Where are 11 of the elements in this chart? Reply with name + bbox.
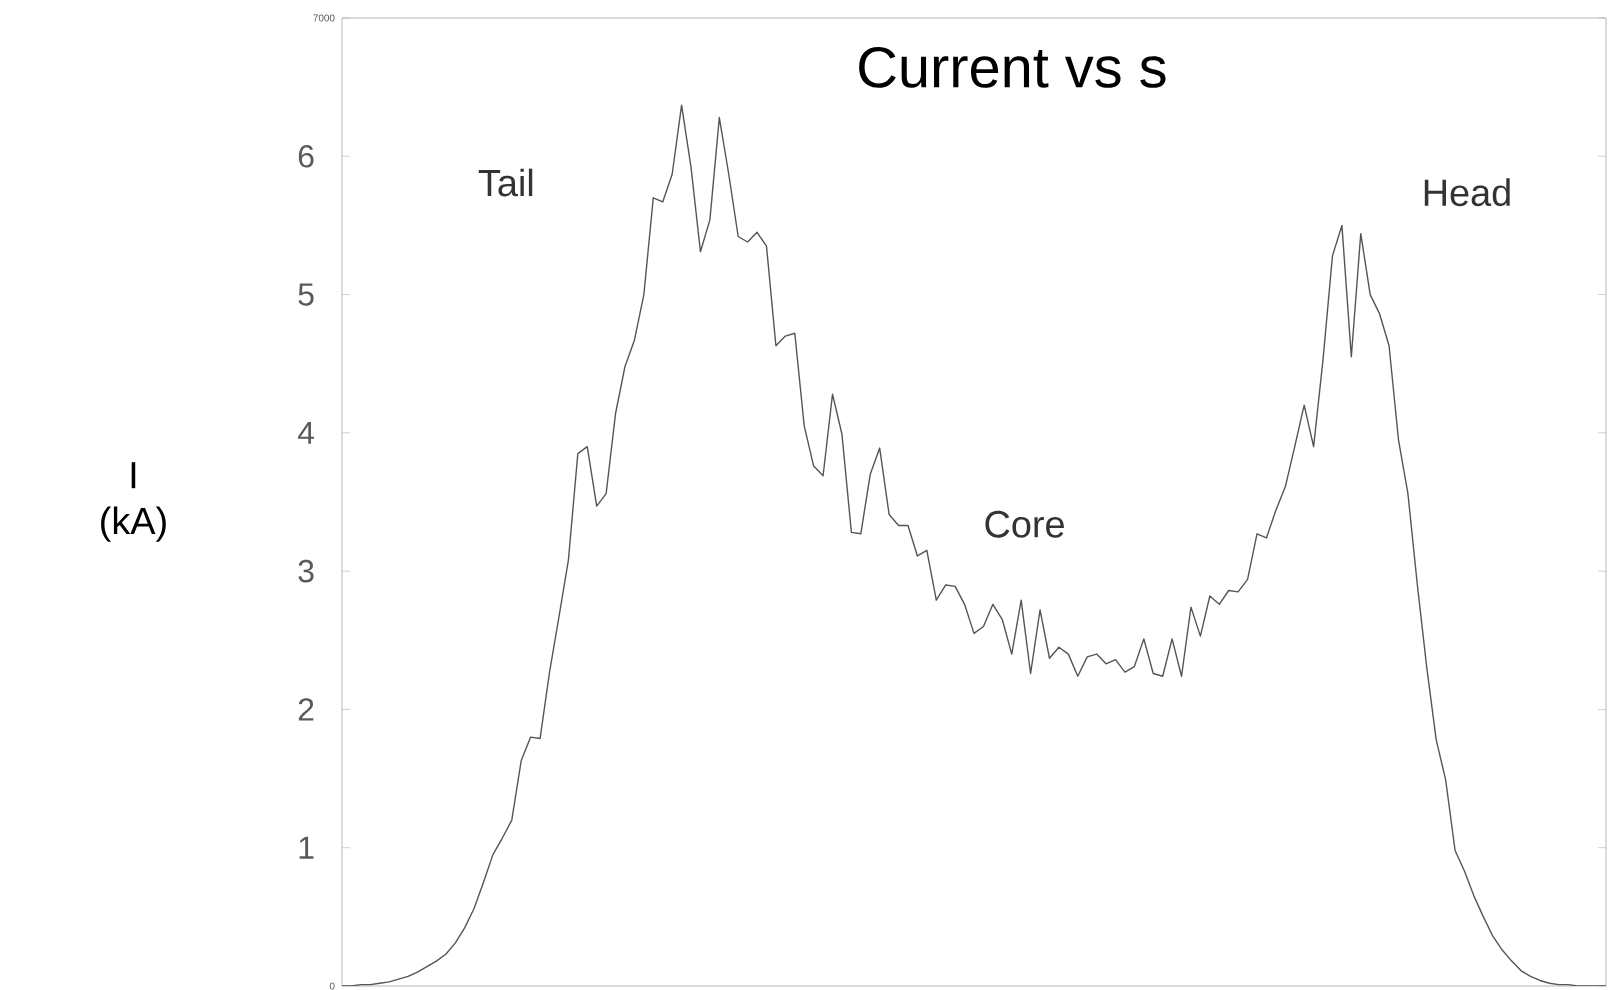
chart-title: Current vs s	[859, 46, 1166, 88]
y2-tick-label: 5	[298, 283, 314, 306]
y2-tick-label: 3	[298, 559, 314, 583]
annotation: Core	[985, 510, 1064, 538]
y2-axis-title: I (kA)	[101, 462, 166, 542]
y2-tick-label: 4	[297, 421, 315, 444]
y2-tick-label: 1	[299, 836, 314, 859]
y2-tick-label: 2	[298, 698, 314, 721]
annotation: Head	[1424, 178, 1510, 207]
y2-tick-label: 6	[298, 145, 314, 168]
annotation: Tail	[478, 168, 533, 197]
